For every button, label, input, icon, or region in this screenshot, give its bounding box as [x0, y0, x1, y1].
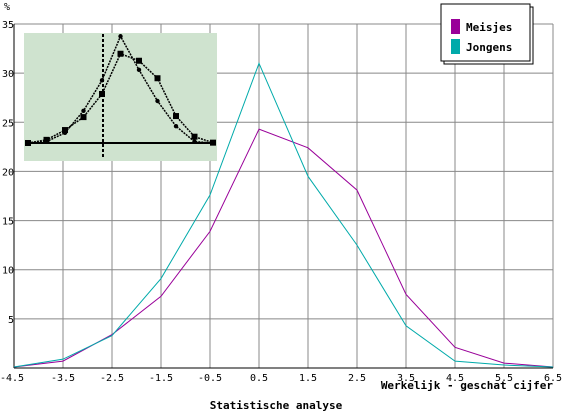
inset-marker [210, 139, 216, 146]
x-tick-label: 5.5 [495, 373, 513, 384]
tick-labels: -4.5 -3.5 -2.5 -1.5 -0.5 0.5 1.5 2.5 3.5 4.5 5.5 6.… [0, 20, 562, 384]
x-axis-label: Werkelijk - geschat cijfer [381, 379, 554, 392]
y-axis-label: % [4, 2, 10, 13]
y-tick-label: 5 [8, 315, 14, 326]
x-tick-label: 3.5 [397, 373, 415, 384]
x-tick-label: 0.5 [250, 373, 268, 384]
x-tick-label: -4.5 [0, 373, 24, 384]
inset-marker [192, 139, 197, 144]
inset-marker [173, 124, 179, 129]
inset-marker [118, 34, 123, 39]
inset-marker [117, 50, 124, 57]
x-tick-label: 2.5 [348, 373, 366, 384]
y-tick-label: 25 [2, 118, 14, 129]
inset-marker [43, 136, 50, 143]
inset-marker [62, 127, 68, 134]
y-tick-label: 35 [2, 20, 14, 31]
legend-swatch-meisjes [451, 19, 460, 34]
inset-marker [99, 78, 105, 83]
x-tick-label: 6.5 [544, 373, 562, 384]
y-tick-label: 30 [2, 69, 14, 80]
legend: Meisjes Jongens [440, 3, 534, 65]
legend-swatch-jongens [451, 39, 460, 54]
axes [13, 24, 553, 369]
inset-marker [136, 57, 142, 64]
inset-marker [191, 133, 198, 140]
series-line-jongens [13, 61, 554, 368]
y-tick-label: 20 [2, 167, 14, 178]
inset-marker [25, 140, 31, 146]
legend-label-jongens: Jongens [466, 41, 512, 54]
x-tick-label: -0.5 [198, 373, 222, 384]
x-tick-label: 4.5 [446, 373, 464, 384]
x-tick-label: -1.5 [149, 373, 173, 384]
legend-label-meisjes: Meisjes [466, 21, 512, 34]
inset-marker [136, 67, 142, 73]
inset-marker [81, 108, 86, 114]
footer-caption: Statistische analyse [210, 399, 343, 412]
y-tick-label: 15 [2, 217, 14, 228]
x-tick-label: -3.5 [51, 373, 75, 384]
inset-marker [80, 114, 87, 121]
inset-marker [154, 75, 161, 82]
series-lines [13, 61, 554, 368]
inset-marker [155, 98, 160, 104]
x-tick-label: 1.5 [299, 373, 317, 384]
x-tick-label: -2.5 [100, 373, 124, 384]
inset-marker [173, 113, 179, 120]
y-tick-label: 10 [2, 266, 14, 277]
inset-marker [99, 91, 105, 97]
inset-thumbnail [24, 33, 217, 161]
